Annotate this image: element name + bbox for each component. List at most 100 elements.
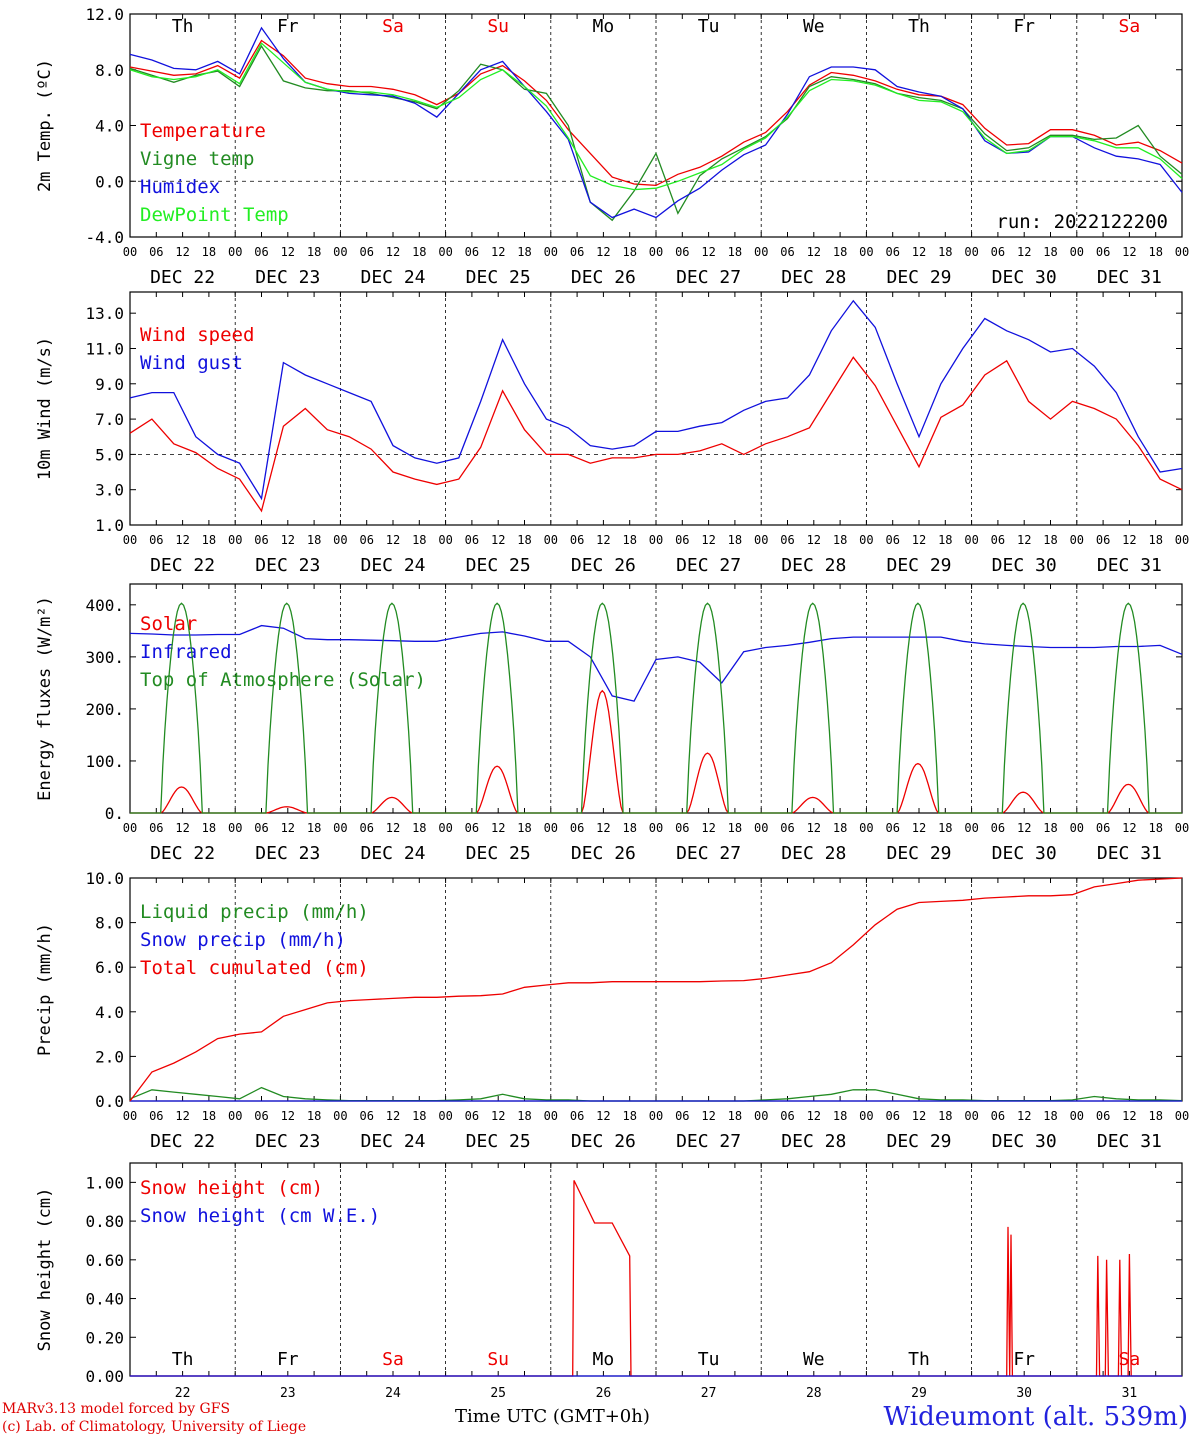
x-hour-label: 12 bbox=[1017, 1109, 1031, 1123]
x-hour-label: 00 bbox=[1175, 821, 1189, 835]
weekday-label: Su bbox=[487, 16, 509, 37]
x-hour-label: 18 bbox=[517, 245, 531, 259]
x-hour-label: 06 bbox=[570, 245, 584, 259]
x-hour-label: 12 bbox=[1017, 245, 1031, 259]
x-hour-label: 00 bbox=[754, 1109, 768, 1123]
x-hour-label: 00 bbox=[544, 821, 558, 835]
x-hour-label: 18 bbox=[307, 1109, 321, 1123]
y-tick-label: 0.00 bbox=[85, 1367, 124, 1386]
x-hour-label: 18 bbox=[622, 533, 636, 547]
x-hour-label: 00 bbox=[544, 1109, 558, 1123]
x-hour-label: 12 bbox=[912, 821, 926, 835]
x-hour-label: 18 bbox=[728, 821, 742, 835]
model-line: MARv3.13 model forced by GFS bbox=[2, 1401, 231, 1417]
x-hour-label: 12 bbox=[175, 1109, 189, 1123]
x-hour-label: 00 bbox=[333, 1109, 347, 1123]
x-hour-label: 18 bbox=[622, 1109, 636, 1123]
x-hour-label: 06 bbox=[780, 1109, 794, 1123]
weekday-label: Su bbox=[487, 1349, 509, 1370]
x-hour-label: 18 bbox=[307, 533, 321, 547]
x-hour-label: 12 bbox=[596, 1109, 610, 1123]
x-hour-label: 18 bbox=[517, 821, 531, 835]
x-date-label: DEC 24 bbox=[360, 555, 425, 576]
x-date-label: DEC 29 bbox=[886, 555, 951, 576]
series-line-temperature bbox=[129, 39, 1183, 187]
x-hour-label: 12 bbox=[491, 245, 505, 259]
x-hour-label: 00 bbox=[964, 1109, 978, 1123]
weekday-label: Fr bbox=[277, 16, 299, 37]
x-hour-label: 12 bbox=[175, 533, 189, 547]
x-hour-label: 18 bbox=[1043, 245, 1057, 259]
x-day-number: 31 bbox=[1122, 1386, 1138, 1400]
run-label: run: 2022122200 bbox=[996, 211, 1168, 233]
x-hour-label: 18 bbox=[517, 1109, 531, 1123]
x-day-number: 25 bbox=[490, 1386, 506, 1400]
x-hour-label: 00 bbox=[438, 821, 452, 835]
x-hour-label: 06 bbox=[675, 245, 689, 259]
y-tick-label: 100. bbox=[85, 752, 124, 771]
x-hour-label: 18 bbox=[728, 533, 742, 547]
x-date-label: DEC 30 bbox=[992, 555, 1057, 576]
x-date-label: DEC 27 bbox=[676, 1131, 741, 1152]
x-date-label: DEC 24 bbox=[360, 267, 425, 288]
y-tick-label: 9.0 bbox=[95, 375, 124, 394]
x-hour-label: 12 bbox=[386, 1109, 400, 1123]
x-hour-label: 18 bbox=[412, 821, 426, 835]
snow-height-panel: 0.00 0.20 0.40 0.60 0.80 1.00 Snow height (cm)… bbox=[35, 1162, 1183, 1400]
x-date-label: DEC 31 bbox=[1097, 1131, 1162, 1152]
x-hour-label: 06 bbox=[465, 821, 479, 835]
x-hour-label: 06 bbox=[465, 533, 479, 547]
series-line-total-cumulated-cm- bbox=[129, 877, 1183, 1102]
x-hour-label: 12 bbox=[175, 245, 189, 259]
weekday-label: We bbox=[803, 1349, 825, 1370]
x-hour-label: 18 bbox=[622, 245, 636, 259]
legend-entry: Top of Atmosphere (Solar) bbox=[140, 669, 426, 691]
y-tick-label: 0.40 bbox=[85, 1290, 124, 1309]
x-hour-label: 12 bbox=[1017, 821, 1031, 835]
x-date-label: DEC 23 bbox=[255, 843, 320, 864]
x-hour-label: 00 bbox=[859, 245, 873, 259]
wind-panel: 1.0 3.0 5.0 7.0 9.0 11.0 13.0 10m Wind (m/s) 00 0… bbox=[35, 291, 1189, 576]
x-hour-label: 00 bbox=[1070, 1109, 1084, 1123]
x-hour-label: 06 bbox=[359, 1109, 373, 1123]
x-hour-label: 00 bbox=[123, 245, 137, 259]
x-hour-label: 00 bbox=[754, 533, 768, 547]
x-hour-label: 12 bbox=[912, 533, 926, 547]
x-hour-label: 18 bbox=[1043, 533, 1057, 547]
x-hour-label: 00 bbox=[228, 1109, 242, 1123]
x-hour-label: 18 bbox=[833, 821, 847, 835]
x-day-number: 23 bbox=[280, 1386, 296, 1400]
y-tick-label: 8.0 bbox=[95, 914, 124, 933]
x-day-number: 27 bbox=[701, 1386, 717, 1400]
x-hour-label: 18 bbox=[622, 821, 636, 835]
x-hour-label: 12 bbox=[281, 533, 295, 547]
x-hour-label: 18 bbox=[1043, 821, 1057, 835]
x-date-label: DEC 31 bbox=[1097, 555, 1162, 576]
y-tick-label: 13.0 bbox=[85, 304, 124, 323]
x-hour-label: 06 bbox=[465, 245, 479, 259]
x-hour-label: 06 bbox=[570, 533, 584, 547]
x-hour-label: 12 bbox=[386, 245, 400, 259]
legend-entry: Wind gust bbox=[140, 352, 243, 374]
x-hour-label: 06 bbox=[149, 821, 163, 835]
x-day-number: 28 bbox=[806, 1386, 822, 1400]
weekday-label: Tu bbox=[698, 1349, 720, 1370]
x-hour-label: 00 bbox=[544, 533, 558, 547]
x-hour-label: 00 bbox=[333, 821, 347, 835]
x-hour-label: 06 bbox=[885, 533, 899, 547]
model-credit: MARv3.13 model forced by GFS (c) Lab. of… bbox=[2, 1400, 306, 1436]
legend-entry: Solar bbox=[140, 613, 197, 635]
x-hour-label: 00 bbox=[649, 821, 663, 835]
x-hour-label: 00 bbox=[228, 245, 242, 259]
x-date-label: DEC 23 bbox=[255, 267, 320, 288]
x-day-number: 29 bbox=[911, 1386, 927, 1400]
x-hour-label: 12 bbox=[1122, 1109, 1136, 1123]
x-date-label: DEC 22 bbox=[150, 267, 215, 288]
y-tick-label: 10.0 bbox=[85, 869, 124, 888]
x-date-label: DEC 25 bbox=[466, 555, 531, 576]
x-hour-label: 00 bbox=[438, 533, 452, 547]
y-tick-label: 300. bbox=[85, 648, 124, 667]
x-hour-label: 00 bbox=[1070, 245, 1084, 259]
x-hour-label: 06 bbox=[780, 821, 794, 835]
x-hour-label: 18 bbox=[307, 821, 321, 835]
